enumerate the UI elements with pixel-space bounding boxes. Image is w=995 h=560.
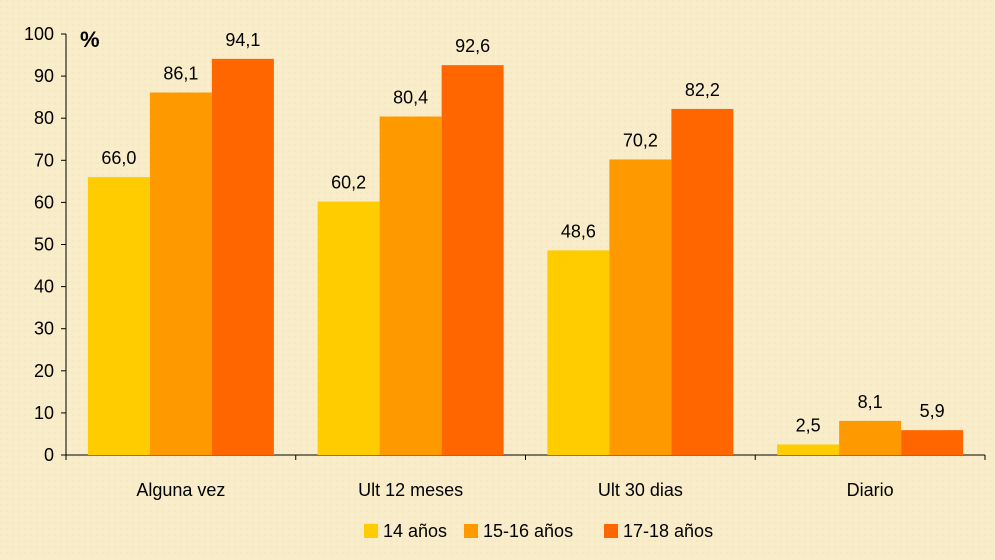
y-tick-label: 70 [34, 150, 54, 170]
bar [379, 116, 442, 456]
bar [149, 92, 212, 456]
data-label: 8,1 [858, 392, 883, 412]
bar [901, 430, 964, 455]
data-label: 82,2 [685, 80, 720, 100]
y-tick-label: 40 [34, 277, 54, 297]
y-tick-label: 80 [34, 108, 54, 128]
bar [777, 444, 840, 455]
data-label: 92,6 [455, 36, 490, 56]
bar [671, 108, 734, 456]
data-label: 60,2 [331, 173, 366, 193]
bar [317, 201, 380, 455]
legend-label: 14 años [383, 521, 447, 541]
bar [87, 177, 150, 455]
bar [547, 250, 610, 455]
y-tick-label: 0 [44, 445, 54, 465]
x-tick-label: Ult 12 meses [358, 480, 463, 500]
data-label: 94,1 [225, 30, 260, 50]
legend-label: 15-16 años [483, 521, 573, 541]
legend-swatch [364, 524, 378, 538]
x-tick-label: Diario [847, 480, 894, 500]
data-label: 5,9 [920, 401, 945, 421]
y-tick-label: 10 [34, 403, 54, 423]
bar [211, 58, 274, 456]
unit-label: % [80, 27, 100, 52]
bar [441, 65, 504, 456]
data-label: 86,1 [163, 64, 198, 84]
legend-swatch [604, 524, 618, 538]
y-tick-label: 50 [34, 235, 54, 255]
data-label: 80,4 [393, 88, 428, 108]
y-tick-label: 100 [24, 24, 54, 44]
y-tick-label: 90 [34, 66, 54, 86]
data-label: 70,2 [623, 130, 658, 150]
y-tick-label: 30 [34, 319, 54, 339]
data-label: 66,0 [101, 148, 136, 168]
data-label: 48,6 [561, 221, 596, 241]
legend-swatch [464, 524, 478, 538]
y-tick-label: 60 [34, 192, 54, 212]
bar [609, 159, 672, 455]
legend-label: 17-18 años [623, 521, 713, 541]
bar [839, 420, 902, 455]
x-tick-label: Ult 30 dias [598, 480, 683, 500]
x-tick-label: Alguna vez [136, 480, 225, 500]
y-tick-label: 20 [34, 361, 54, 381]
data-label: 2,5 [796, 415, 821, 435]
